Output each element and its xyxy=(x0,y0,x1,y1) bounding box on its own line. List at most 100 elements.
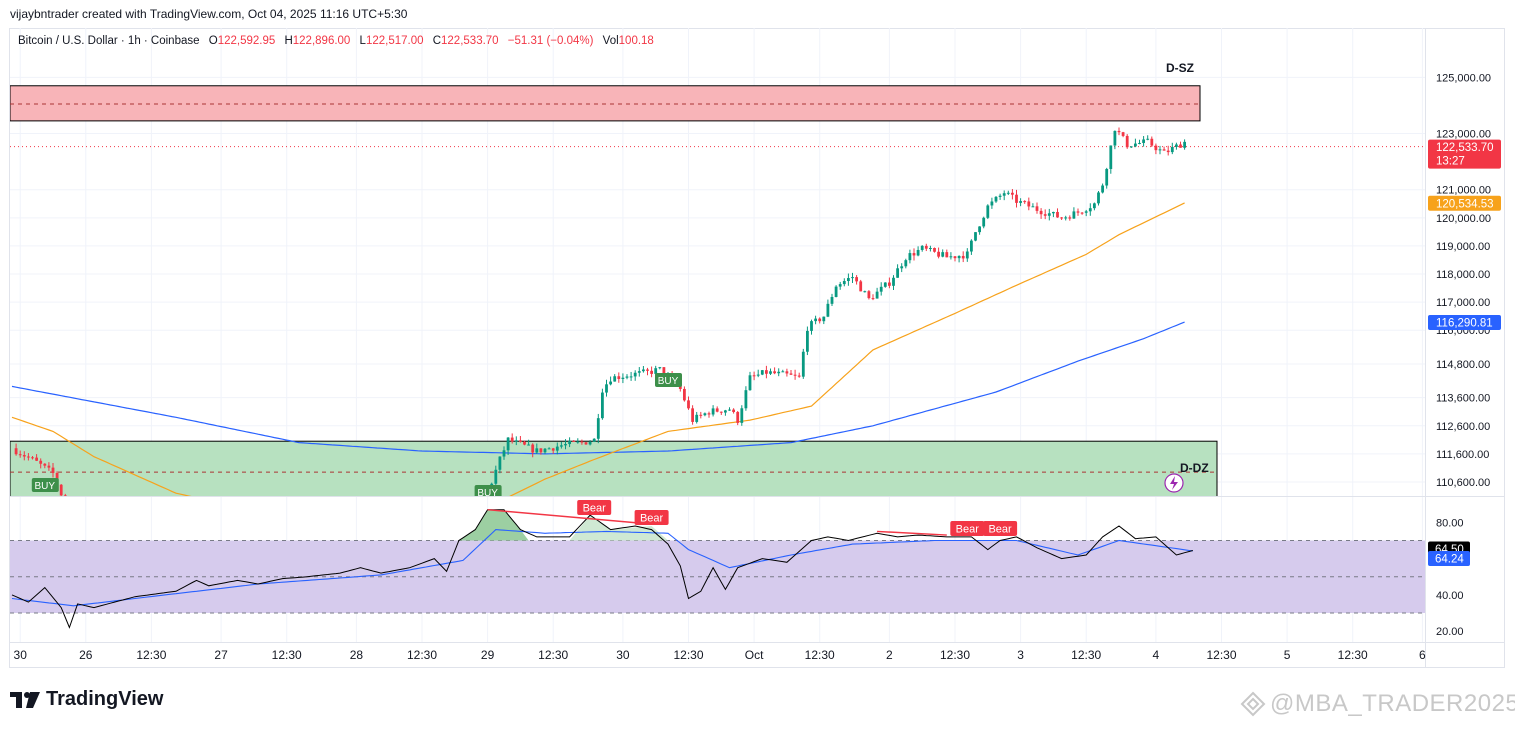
candle-body xyxy=(494,469,498,484)
candle-body xyxy=(572,440,576,442)
demand-zone xyxy=(10,440,1218,496)
candle-body xyxy=(31,457,34,459)
time-axis-label: 26 xyxy=(79,648,93,662)
candle-body xyxy=(826,303,830,317)
candle-body xyxy=(1125,135,1129,148)
rsi-moving-average-line xyxy=(11,529,1193,607)
candle-body xyxy=(617,376,621,379)
bear-signal-badge xyxy=(950,521,985,536)
candle-body xyxy=(965,251,969,259)
candle-body xyxy=(719,411,723,413)
candle-body xyxy=(298,532,301,534)
candle-body xyxy=(683,388,686,401)
candle-body xyxy=(994,196,998,202)
candle-body xyxy=(785,371,789,374)
time-axis-label: 30 xyxy=(14,648,28,662)
candle-body xyxy=(498,456,502,470)
candle-body xyxy=(363,528,366,532)
candle-body xyxy=(1183,141,1186,148)
candle-body xyxy=(134,529,137,530)
candle-body xyxy=(445,511,448,512)
supply-zone xyxy=(10,85,1201,122)
candle-body xyxy=(1113,130,1117,146)
tradingview-logo[interactable]: TradingView xyxy=(10,688,163,711)
candle-body xyxy=(257,535,260,538)
candle-body xyxy=(335,535,338,536)
candle-body xyxy=(1170,146,1174,153)
rsi-overbought-fill xyxy=(569,515,668,541)
slow-moving-average-line xyxy=(11,321,1185,455)
price-axis-label: 111,600.00 xyxy=(1436,449,1489,461)
time-axis-label: 28 xyxy=(350,648,364,662)
candle-body xyxy=(1158,149,1162,151)
candle-body xyxy=(47,465,51,468)
candle-body xyxy=(474,498,477,507)
candle-body xyxy=(838,284,842,287)
candle-body xyxy=(613,376,617,382)
chart-credit: vijaybntrader created with TradingView.c… xyxy=(10,7,408,21)
price-axis-label: 119,000.00 xyxy=(1436,241,1490,253)
candle-body xyxy=(1129,146,1133,148)
candle-body xyxy=(1121,132,1125,136)
low-label: L xyxy=(359,35,366,47)
watermark: @MBA_TRADER2025 xyxy=(1240,690,1515,718)
candle-body xyxy=(953,256,957,259)
candle-body xyxy=(462,508,465,513)
candle-body xyxy=(773,371,776,374)
candle-body xyxy=(117,517,120,523)
candle-body xyxy=(236,535,239,536)
candle-body xyxy=(51,467,55,473)
candle-body xyxy=(1047,213,1051,216)
candle-body xyxy=(801,351,805,377)
bear-signal-badge xyxy=(983,521,1018,536)
candle-body xyxy=(458,508,461,509)
candle-body xyxy=(568,440,571,445)
candle-body xyxy=(654,368,658,374)
candle-body xyxy=(109,515,112,519)
candle-body xyxy=(834,286,838,297)
candle-body xyxy=(875,291,879,299)
symbol-legend: Bitcoin / U.S. Dollar · 1h · Coinbase O1… xyxy=(18,35,654,47)
candle-body xyxy=(945,252,949,258)
candle-body xyxy=(113,517,116,519)
candle-body xyxy=(142,526,145,527)
price-badge xyxy=(1428,139,1501,169)
candle-body xyxy=(130,522,133,529)
candle-body xyxy=(970,240,973,252)
candle-body xyxy=(400,522,403,526)
candle-body xyxy=(781,371,785,373)
candle-body xyxy=(752,375,756,377)
candle-body xyxy=(625,376,629,378)
candle-body xyxy=(1023,201,1027,203)
candle-body xyxy=(502,450,506,457)
candle-body xyxy=(961,255,965,259)
price-axis-label: 112,600.00 xyxy=(1436,421,1490,433)
candle-body xyxy=(154,525,157,532)
candle-body xyxy=(281,538,284,539)
buy-signal-text: BUY xyxy=(658,376,679,387)
rsi-line xyxy=(11,509,1193,629)
price-axis-label: 123,000.00 xyxy=(1436,129,1491,141)
close-value: 122,533.70 xyxy=(441,35,499,47)
candle-body xyxy=(920,245,924,250)
candle-body xyxy=(1088,208,1092,212)
symbol-name[interactable]: Bitcoin / U.S. Dollar · 1h · Coinbase xyxy=(18,35,200,47)
candle-body xyxy=(1162,149,1166,151)
candle-body xyxy=(1117,130,1121,133)
candle-body xyxy=(408,522,411,525)
price-axis-label: 121,000.00 xyxy=(1436,185,1491,197)
candle-body xyxy=(699,414,703,416)
candle-body xyxy=(736,412,740,423)
price-axis-label: 110,600.00 xyxy=(1436,477,1490,489)
candle-body xyxy=(470,505,473,507)
candle-body xyxy=(1039,210,1043,215)
candle-body xyxy=(978,226,981,233)
candle-body xyxy=(957,255,961,259)
candle-body xyxy=(650,370,653,374)
candle-body xyxy=(35,457,38,461)
candle-body xyxy=(732,409,735,413)
time-axis-label: 12:30 xyxy=(136,648,166,662)
candle-body xyxy=(18,454,22,456)
candle-body xyxy=(1035,206,1039,211)
